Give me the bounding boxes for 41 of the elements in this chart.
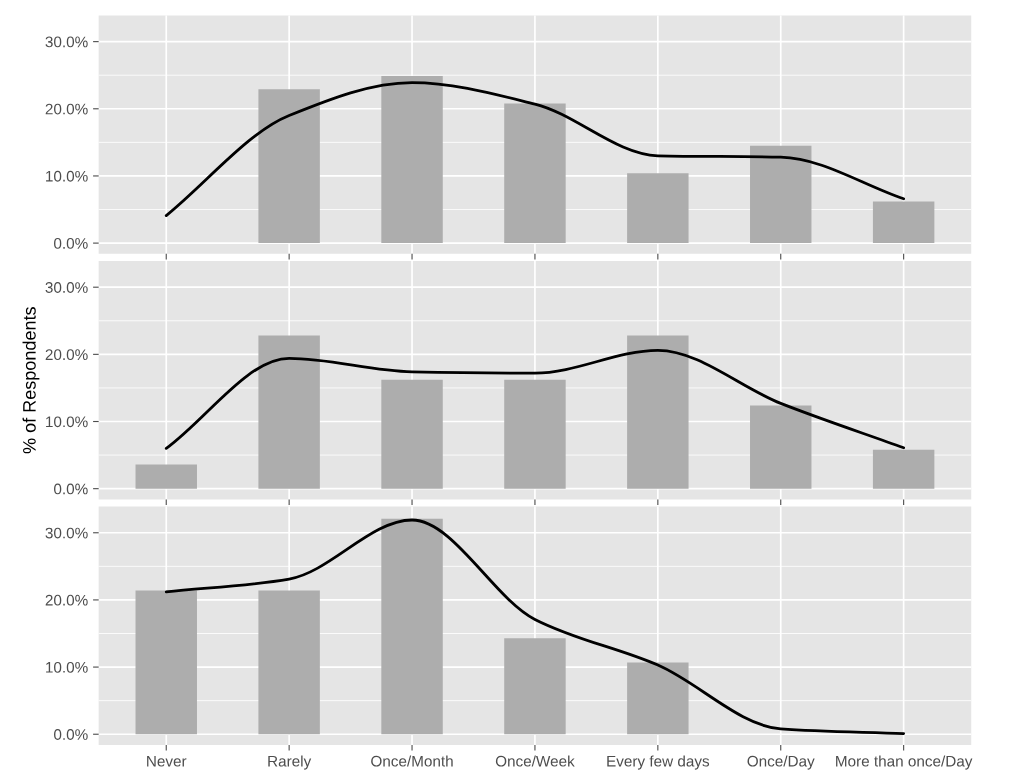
bar: [258, 89, 320, 244]
bar: [627, 662, 689, 735]
x-tick-label: Every few days: [607, 755, 710, 770]
x-tick-label: Rarely: [268, 755, 312, 770]
y-tick-label: 20.0%: [45, 349, 88, 361]
bar: [258, 590, 320, 735]
bar: [750, 405, 812, 489]
y-tick-label: 20.0%: [45, 594, 88, 606]
y-axis-title: % of Respondents: [22, 307, 40, 454]
line-series: [164, 81, 906, 217]
x-tick-label: Once/Week: [495, 755, 575, 767]
bar: [381, 75, 443, 244]
y-tick-label: 0.0%: [54, 237, 88, 249]
bar: [750, 145, 812, 244]
bar: [381, 518, 443, 735]
x-tick-label: More than once/Day: [836, 755, 973, 770]
y-tick-label: 0.0%: [54, 729, 88, 740]
x-tick-label: Never: [147, 755, 187, 767]
bar: [872, 201, 935, 244]
bar: [135, 464, 197, 489]
y-tick-label: 10.0%: [46, 170, 88, 182]
y-tick-label: 0.0%: [54, 483, 88, 495]
line-series: [164, 518, 906, 735]
x-tick-label: Once/Month: [371, 755, 453, 767]
y-tick-label: 30.0%: [45, 36, 88, 48]
bar: [872, 449, 935, 489]
bar: [504, 638, 566, 735]
x-tick-label: Once/Day: [747, 755, 815, 770]
bar: [504, 379, 566, 489]
y-tick-label: 30.0%: [45, 527, 88, 539]
y-tick-label: 10.0%: [46, 661, 88, 673]
y-tick-label: 10.0%: [46, 416, 88, 428]
y-tick-label: 20.0%: [45, 103, 88, 115]
bar: [627, 335, 689, 489]
bar: [258, 335, 320, 489]
bar: [135, 590, 197, 735]
bar: [627, 173, 689, 244]
line-series: [164, 348, 906, 450]
bar: [381, 379, 443, 489]
y-tick-label: 30.0%: [45, 282, 88, 293]
bar: [504, 103, 566, 244]
